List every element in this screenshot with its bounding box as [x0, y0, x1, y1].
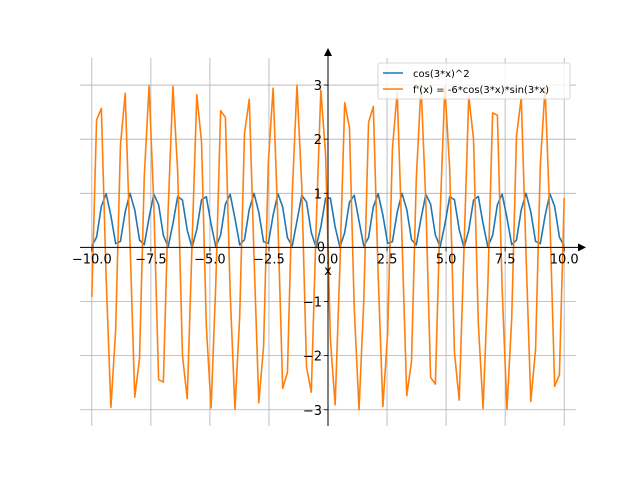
y-tick-label: 0 — [317, 240, 325, 255]
legend: cos(3*x)^2 f'(x) = -6*cos(3*x)*sin(3*x) — [377, 62, 571, 100]
x-tick-label: 2.5 — [377, 252, 398, 267]
y-axis-arrow — [324, 48, 332, 56]
x-tick-label: −10.0 — [72, 252, 112, 267]
x-axis-label: x — [324, 264, 332, 279]
y-tick-label: −2 — [303, 350, 322, 365]
x-tick-label: 7.5 — [495, 252, 516, 267]
legend-label-2: f'(x) = -6*cos(3*x)*sin(3*x) — [413, 85, 549, 96]
x-tick-label: −7.5 — [135, 252, 167, 267]
y-tick-label: −1 — [303, 296, 322, 311]
x-tick-label: −5.0 — [194, 252, 226, 267]
axes — [80, 48, 586, 426]
x-tick-label: 0.0 — [318, 252, 339, 267]
legend-label-1: cos(3*x)^2 — [413, 69, 470, 80]
x-axis-arrow — [578, 243, 586, 252]
x-tick-label: −2.5 — [253, 252, 285, 267]
x-tick-label: 10.0 — [550, 252, 579, 267]
y-tick-label: 2 — [314, 133, 322, 148]
legend-box — [377, 62, 571, 100]
y-tick-label: 1 — [314, 187, 322, 202]
x-tick-label: 5.0 — [436, 252, 457, 267]
y-tick-label: 3 — [314, 79, 322, 94]
y-tick-label: −3 — [303, 404, 322, 419]
ticks: −10.0 −7.5 −5.0 −2.5 0.0 2.5 5.0 7.5 10.0 −3 −2 −1 0… — [72, 79, 579, 419]
